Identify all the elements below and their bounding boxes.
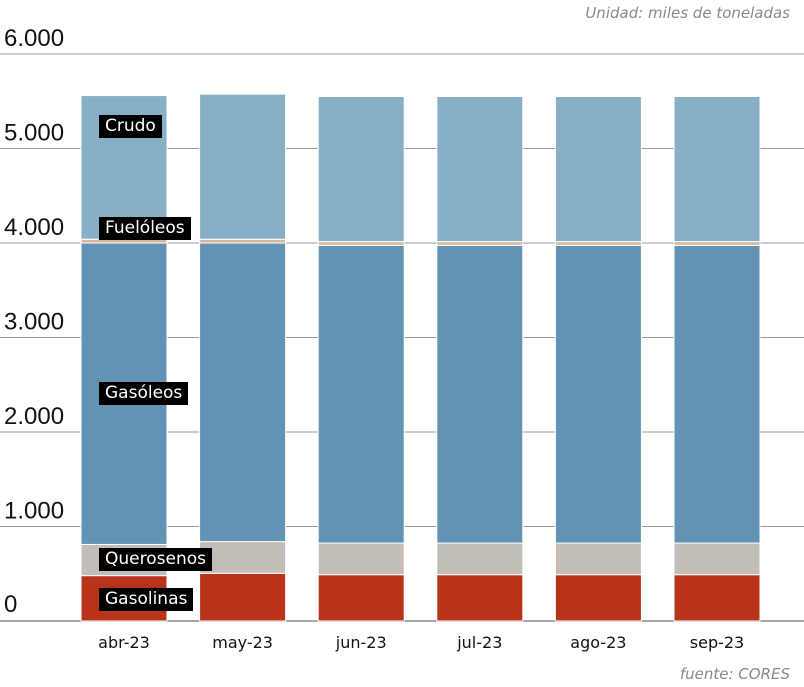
bar-segment-fuelóleos [436, 241, 524, 246]
bar-segment-gasóleos [436, 244, 524, 544]
bar-segment-fuelóleos [554, 241, 642, 246]
source-note: fuente: CORES [679, 665, 790, 683]
x-tick-label: jul-23 [456, 633, 502, 652]
bar-segment-crudo [199, 93, 287, 240]
series-label: Crudo [99, 115, 162, 139]
series-label: Gasolinas [99, 588, 194, 611]
bar-segment-fuelóleos [673, 241, 761, 246]
bar-segment-crudo [554, 96, 642, 243]
series-label: Gasóleos [99, 381, 189, 405]
bar-segment-gasóleos [554, 244, 642, 544]
y-tick-label: 2.000 [4, 403, 64, 430]
bar-segment-querosenos [199, 541, 287, 574]
bar-segment-gasóleos [673, 244, 761, 544]
bar-segment-crudo [673, 96, 761, 243]
y-tick-label: 0 [4, 591, 17, 618]
bar-segment-gasolinas [554, 574, 642, 622]
bar-segment-fuelóleos [317, 241, 405, 246]
x-tick-label: abr-23 [98, 633, 150, 652]
y-tick-label: 4.000 [4, 214, 64, 241]
series-label: Querosenos [99, 548, 212, 572]
bar-segment-querosenos [317, 542, 405, 576]
bar-segment-gasolinas [673, 574, 761, 622]
bar-segment-gasóleos [317, 244, 405, 544]
x-tick-label: jun-23 [335, 633, 387, 652]
bar-segment-fuelóleos [199, 238, 287, 244]
x-tick-label: may-23 [212, 633, 273, 652]
bar-segment-querosenos [554, 542, 642, 576]
x-tick-label: ago-23 [570, 633, 626, 652]
bar-segment-gasolinas [317, 574, 405, 622]
y-tick-label: 3.000 [4, 309, 64, 336]
series-label: Fuelóleos [99, 217, 191, 241]
bar-segment-crudo [317, 96, 405, 243]
bar-segment-gasolinas [199, 572, 287, 622]
bar-segment-querosenos [673, 542, 761, 576]
y-tick-label: 6.000 [4, 25, 64, 52]
bar-segment-gasolinas [436, 574, 524, 622]
bar-segment-crudo [436, 96, 524, 243]
x-tick-label: sep-23 [690, 633, 744, 652]
y-tick-label: 1.000 [4, 498, 64, 525]
bar-segment-querosenos [436, 542, 524, 576]
unit-note: Unidad: miles de toneladas [585, 4, 790, 22]
y-tick-label: 5.000 [4, 120, 64, 147]
bar-segment-gasóleos [199, 242, 287, 543]
